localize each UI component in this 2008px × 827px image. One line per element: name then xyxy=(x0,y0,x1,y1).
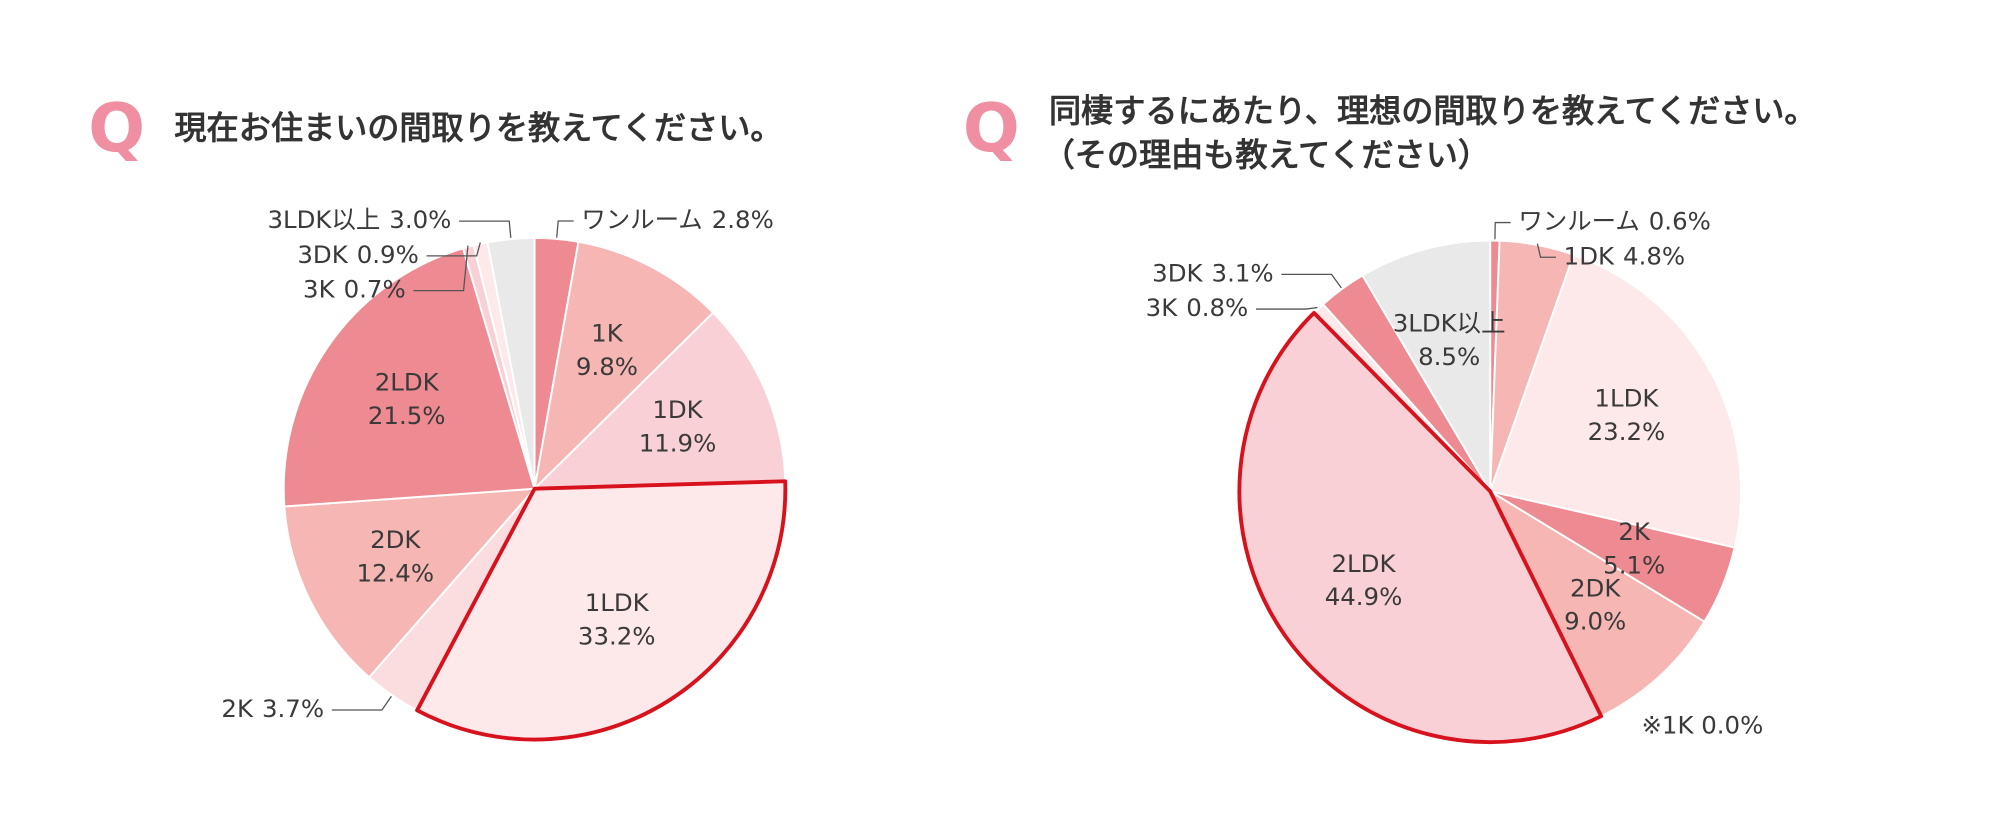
slice-label-group: 3K 0.8% xyxy=(1146,293,1249,322)
value-label: 0.6% xyxy=(1649,207,1711,236)
slice-label: ワンルーム xyxy=(1518,207,1639,236)
slice-label-group: 3K 0.7% xyxy=(303,275,406,304)
pie-slice xyxy=(533,240,715,492)
slice-label-group: 3DK 0.9% xyxy=(297,240,418,269)
chart-subtitle: （その理由も教えてください） xyxy=(1043,136,1490,174)
slice-label: 3DK xyxy=(297,240,348,269)
leader-line xyxy=(426,242,481,257)
value-label: 44.9% xyxy=(1325,582,1403,611)
slice-label-group: 1DK 4.8% xyxy=(1564,241,1685,270)
highlight-outline xyxy=(1237,310,1604,745)
leader-line xyxy=(1255,306,1318,310)
slice-label: 2K xyxy=(221,694,254,723)
value-label: 9.0% xyxy=(1564,607,1626,636)
note: ※1K 0.0% xyxy=(1641,711,1763,740)
slice-label-group: 3DK 3.1% xyxy=(1152,258,1273,287)
pie-slice xyxy=(1361,239,1492,495)
slice-label: 3LDK以上 xyxy=(1393,309,1506,338)
value-label: 9.8% xyxy=(576,352,638,381)
pie-slice xyxy=(1487,488,1706,718)
pie-slice xyxy=(486,236,536,489)
value-label: 3.0% xyxy=(389,205,451,234)
chart-title: 同棲するにあたり、理想の間取りを教えてください。 xyxy=(1049,92,1817,130)
chart-title: 現在お住まいの間取りを教えてください。 xyxy=(174,109,782,147)
slice-label: ワンルーム xyxy=(581,205,702,234)
leader-line xyxy=(331,695,392,711)
leader-line xyxy=(413,245,469,292)
pie-slice xyxy=(283,487,537,679)
leader-line xyxy=(556,220,574,238)
slice-label-group: 2K 3.7% xyxy=(221,694,324,723)
slice-label: 3K xyxy=(303,275,336,304)
pie-slice xyxy=(282,247,536,508)
slice-label: 3K xyxy=(1146,293,1179,322)
value-label: 12.4% xyxy=(356,559,434,588)
value-label: 0.8% xyxy=(1186,293,1248,322)
value-label: 5.1% xyxy=(1603,551,1665,580)
value-label: 0.7% xyxy=(344,275,406,304)
slice-label: 3DK xyxy=(1152,258,1203,287)
slice-label: 2K xyxy=(1618,517,1651,546)
leader-line xyxy=(1281,273,1342,289)
slice-label-group: ワンルーム 2.8% xyxy=(581,205,773,234)
pie-slice xyxy=(532,311,787,490)
value-label: 3.1% xyxy=(1212,258,1274,287)
slice-label: 2LDK xyxy=(375,368,440,397)
slice-label: 1DK xyxy=(1564,241,1615,270)
slice-label-group: ワンルーム 0.6% xyxy=(1518,207,1710,236)
value-label: 8.5% xyxy=(1418,342,1480,371)
slice-label: 1LDK xyxy=(1594,384,1659,413)
pie-slice xyxy=(1488,253,1742,549)
value-label: 21.5% xyxy=(368,401,446,430)
q-marker: Q xyxy=(963,89,1020,167)
slice-label: 2DK xyxy=(370,525,421,554)
slice-label: 3LDK以上 xyxy=(267,205,380,234)
slice-label-group: 3LDK以上 3.0% xyxy=(267,205,451,234)
value-label: 23.2% xyxy=(1588,417,1666,446)
leader-line xyxy=(1536,243,1556,258)
value-label: 11.9% xyxy=(639,428,717,457)
slice-label: 2LDK xyxy=(1332,549,1397,578)
value-label: 0.9% xyxy=(357,240,419,269)
slice-label: 2DK xyxy=(1570,573,1621,602)
value-label: 33.2% xyxy=(578,621,656,650)
leader-line xyxy=(459,220,512,238)
slice-label: 1DK xyxy=(652,395,703,424)
value-label: 4.8% xyxy=(1623,241,1685,270)
leader-line xyxy=(1494,221,1511,240)
q-marker: Q xyxy=(88,89,145,167)
value-label: 3.7% xyxy=(262,694,324,723)
highlight-outline xyxy=(415,479,788,742)
slice-label: 1K xyxy=(591,318,624,347)
value-label: 2.8% xyxy=(712,205,774,234)
slice-label: 1LDK xyxy=(585,588,650,617)
